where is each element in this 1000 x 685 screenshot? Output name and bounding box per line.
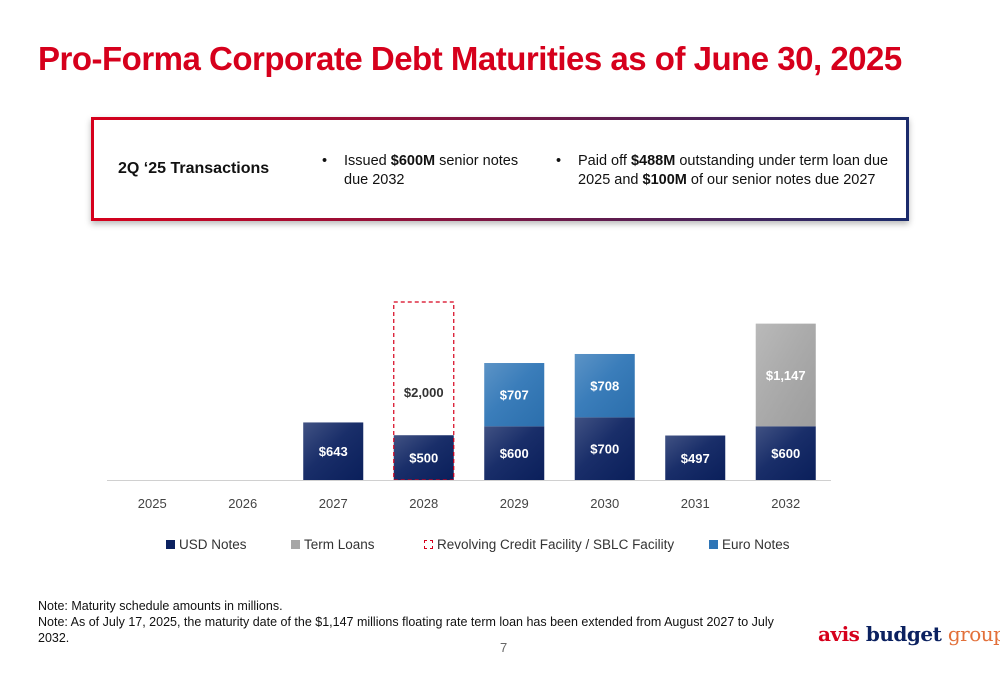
x-tick-label-2027: 2027	[319, 496, 348, 511]
legend-term-loans: Term Loans	[291, 537, 375, 552]
bar-sheen	[484, 426, 545, 480]
transactions-heading: 2Q ‘25 Transactions	[118, 160, 270, 177]
legend-swatch	[709, 540, 718, 549]
x-tick-label-2026: 2026	[228, 496, 257, 511]
x-tick-label-2030: 2030	[590, 496, 619, 511]
bar-sheen	[665, 435, 726, 480]
bar-sheen	[574, 353, 635, 418]
avis-budget-group-logo: avis budget group	[818, 622, 1000, 646]
data-label-euro-notes-2029: $707	[500, 388, 529, 403]
page-title: Pro-Forma Corporate Debt Maturities as o…	[38, 40, 902, 77]
transaction-bullet-2: • Paid off $488M outstanding under term …	[556, 153, 889, 188]
transaction-bullet-1: • Issued $600M senior notes due 2032	[322, 153, 519, 188]
data-label-usd-notes-2029: $600	[500, 446, 529, 461]
footnote-2: Note: As of July 17, 2025, the maturity …	[38, 615, 774, 645]
bullet-dot: •	[322, 153, 328, 169]
legend-usd-notes: USD Notes	[166, 537, 247, 552]
data-label-usd-notes-2032: $600	[771, 446, 800, 461]
bar-sheen	[484, 363, 545, 427]
x-tick-label-2028: 2028	[409, 496, 438, 511]
bar-sheen	[303, 422, 364, 480]
bar-sheen	[755, 426, 816, 480]
debt-maturities-chart: 2025 2026 $643 2027 $500 $2,000 2028 $600 $707 20…	[107, 301, 831, 511]
data-label-usd-notes-2030: $700	[590, 442, 619, 457]
data-label-usd-notes-2027: $643	[319, 444, 348, 459]
bullet-dot: •	[556, 153, 562, 169]
bar-sheen	[755, 323, 816, 427]
x-tick-label-2025: 2025	[138, 496, 167, 511]
footnote-1: Note: Maturity schedule amounts in milli…	[38, 599, 283, 613]
data-label-term-loans-2032: $1,147	[766, 368, 806, 383]
x-tick-label-2031: 2031	[681, 496, 710, 511]
x-tick-label-2032: 2032	[771, 496, 800, 511]
x-tick-label-2029: 2029	[500, 496, 529, 511]
legend-revolving-credit: Revolving Credit Facility / SBLC Facilit…	[424, 537, 674, 552]
transactions-box: 2Q ‘25 Transactions • Issued $600M senio…	[91, 117, 909, 221]
legend-swatch	[424, 540, 433, 549]
footnotes: Note: Maturity schedule amounts in milli…	[38, 598, 798, 646]
legend-euro-notes: Euro Notes	[709, 537, 790, 552]
data-label-usd-notes-2028: $500	[409, 451, 438, 466]
legend-swatch	[166, 540, 175, 549]
data-label-revolving-credit-facility-sblc-facility-2028: $2,000	[404, 385, 444, 400]
data-label-euro-notes-2030: $708	[590, 379, 619, 394]
bar-sheen	[393, 435, 454, 480]
page-number: 7	[500, 640, 508, 655]
legend-swatch	[291, 540, 300, 549]
data-label-usd-notes-2031: $497	[681, 451, 710, 466]
bar-sheen	[574, 417, 635, 480]
